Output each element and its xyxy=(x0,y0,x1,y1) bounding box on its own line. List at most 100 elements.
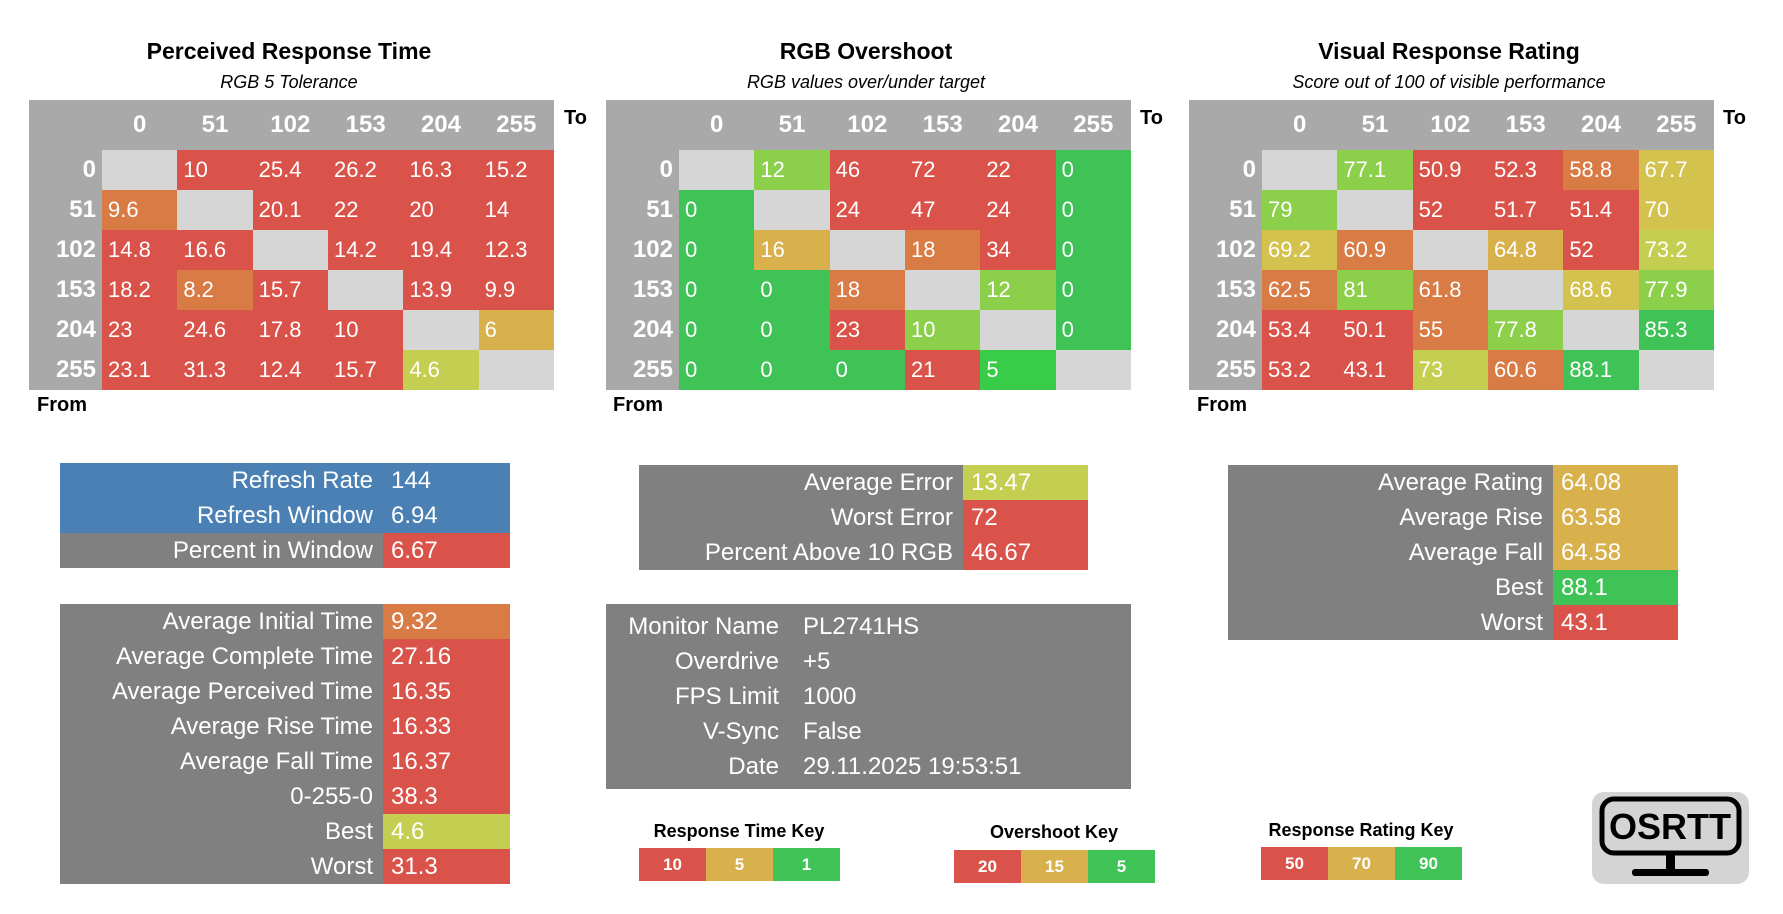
key-cell: 70 xyxy=(1328,847,1395,880)
heatmap-cell: 18.2 xyxy=(102,270,178,310)
stat-label: Overdrive xyxy=(674,647,779,675)
heatmap-cell: 31.3 xyxy=(177,350,254,390)
col-tick-label: 153 xyxy=(1505,111,1546,138)
stat-row: Average Rise 63.58 xyxy=(1228,500,1678,535)
rating-stats-panel: Average Rating 64.08 Average Rise 63.58 Aver… xyxy=(1228,465,1678,640)
heatmap-cell: 47 xyxy=(904,190,981,230)
row-tick-label: 204 xyxy=(55,316,96,343)
stat-value: 13.47 xyxy=(963,465,1088,500)
row-tick-label: 102 xyxy=(55,236,96,263)
stat-row: Percent Above 10 RGB 46.67 xyxy=(639,535,1088,570)
key-cell: 15 xyxy=(1021,850,1088,883)
row-tick-label: 102 xyxy=(1215,236,1256,263)
heatmap-cell: 22 xyxy=(980,150,1057,190)
stat-value: 46.67 xyxy=(963,535,1088,570)
chart-subtitle-overshoot: RGB values over/under target xyxy=(746,72,986,92)
heatmap-cell-empty xyxy=(754,190,831,230)
stat-row: Refresh Window 6.94 xyxy=(60,498,510,533)
heatmap-cell: 79 xyxy=(1262,190,1338,230)
stat-label: Percent Above 10 RGB xyxy=(704,538,953,566)
heatmap-cell: 62.5 xyxy=(1262,270,1338,310)
heatmap-cell: 4.6 xyxy=(403,350,480,390)
heatmap-cell: 24 xyxy=(829,190,906,230)
heatmap-cell: 18 xyxy=(904,230,981,270)
stat-label: Average Rise xyxy=(1399,503,1543,531)
row-tick-label: 153 xyxy=(1215,276,1256,303)
heatmap-cell-empty xyxy=(177,190,254,230)
monitor-info-panel: Monitor Name PL2741HS Overdrive +5 FPS Limit… xyxy=(606,604,1131,789)
heatmap-cell: 69.2 xyxy=(1262,230,1338,270)
heatmap-rating: 0 51 102 153 204 255 0 77.1 50.9 52.3 58.8 67.7 51 79… xyxy=(1189,100,1715,390)
heatmap-cell: 10 xyxy=(177,150,254,190)
stat-label: Average Perceived Time xyxy=(111,677,373,705)
heatmap-cell: 15.2 xyxy=(478,150,555,190)
row-tick-label: 0 xyxy=(659,156,673,183)
stat-row: Best 4.6 xyxy=(60,814,510,849)
row-tick-label: 204 xyxy=(632,316,673,343)
col-tick-label: 0 xyxy=(709,111,724,138)
stat-label: Best xyxy=(1494,573,1543,601)
response-time-key: 10 5 1 xyxy=(639,848,840,881)
stat-value: 16.33 xyxy=(383,709,510,744)
key-cell: 1 xyxy=(773,848,840,881)
heatmap-cell: 21 xyxy=(904,350,981,390)
heatmap-cell: 34 xyxy=(980,230,1057,270)
col-tick-label: 51 xyxy=(1361,111,1389,138)
col-tick-label: 204 xyxy=(420,111,461,138)
stat-label: Worst Error xyxy=(830,503,953,531)
col-tick-label: 102 xyxy=(270,111,311,138)
stat-row: Monitor Name PL2741HS xyxy=(606,609,1131,644)
col-tick-label: 0 xyxy=(132,111,147,138)
col-tick-label: 51 xyxy=(201,111,229,138)
key-cell: 90 xyxy=(1395,847,1462,880)
heatmap-cell: 19.4 xyxy=(403,230,480,270)
heatmap-cell-empty xyxy=(679,150,755,190)
heatmap-cell: 52 xyxy=(1563,230,1640,270)
stat-label: 0-255-0 xyxy=(290,782,373,810)
response-rating-key: 50 70 90 xyxy=(1261,847,1462,880)
refresh-stats-panel: Refresh Rate 144 Refresh Window 6.94 Percent… xyxy=(60,463,510,568)
col-tick-label: 102 xyxy=(1430,111,1471,138)
stat-value: 88.1 xyxy=(1553,570,1678,605)
stat-label: Average Fall xyxy=(1408,538,1543,566)
stat-value: 6.94 xyxy=(383,498,510,533)
row-tick-label: 0 xyxy=(1242,156,1256,183)
heatmap-cell: 77.9 xyxy=(1638,270,1715,310)
stat-row: Average Complete Time 27.16 xyxy=(60,639,510,674)
heatmap-cell-empty xyxy=(478,350,555,390)
heatmap-cell: 52.3 xyxy=(1487,150,1564,190)
heatmap-cell: 58.8 xyxy=(1563,150,1640,190)
heatmap-cell: 5 xyxy=(980,350,1057,390)
row-tick-label: 255 xyxy=(632,356,673,383)
stat-row: Average Perceived Time 16.35 xyxy=(60,674,510,709)
osrtt-logo: OSRTT xyxy=(1592,792,1749,884)
key-cell: 50 xyxy=(1261,847,1328,880)
chart-subtitle-response-time: RGB 5 Tolerance xyxy=(220,72,358,92)
heatmap-cell: 14.8 xyxy=(102,230,178,270)
stat-value: 64.08 xyxy=(1553,465,1678,500)
error-stats-panel: Average Error 13.47 Worst Error 72 Percent A… xyxy=(639,465,1088,570)
key-cell: 5 xyxy=(706,848,773,881)
heatmap-cell: 12 xyxy=(754,150,831,190)
heatmap-cell: 0 xyxy=(754,270,831,310)
row-tick-label: 255 xyxy=(1215,356,1256,383)
chart-title-overshoot: RGB Overshoot xyxy=(779,38,953,64)
stat-row: Average Fall 64.58 xyxy=(1228,535,1678,570)
heatmap-cell-empty xyxy=(980,310,1057,350)
heatmap-overshoot: 0 51 102 153 204 255 0 12 46 72 22 0 51 0 24 47 24 0 102 0 1… xyxy=(606,100,1132,390)
col-tick-label: 204 xyxy=(997,111,1038,138)
row-tick-label: 51 xyxy=(1229,196,1256,223)
row-tick-label: 0 xyxy=(82,156,96,183)
axis-from-label: From xyxy=(37,394,87,416)
heatmap-cell: 10 xyxy=(327,310,404,350)
heatmap-cell: 43.1 xyxy=(1337,350,1414,390)
heatmap-cell: 0 xyxy=(1055,150,1132,190)
heatmap-cell-empty xyxy=(904,270,981,310)
heatmap-cell-empty xyxy=(1563,310,1640,350)
monitor-logo-icon: OSRTT xyxy=(1599,796,1742,876)
heatmap-cell: 6 xyxy=(478,310,555,350)
stat-label: Refresh Rate xyxy=(231,466,373,494)
stat-row: Percent in Window 6.67 xyxy=(60,533,510,568)
heatmap-cell: 0 xyxy=(1055,310,1132,350)
heatmap-response-time: 0 51 102 153 204 255 0 10 25.4 26.2 16.3 15.2 51 9.6 2… xyxy=(29,100,555,390)
